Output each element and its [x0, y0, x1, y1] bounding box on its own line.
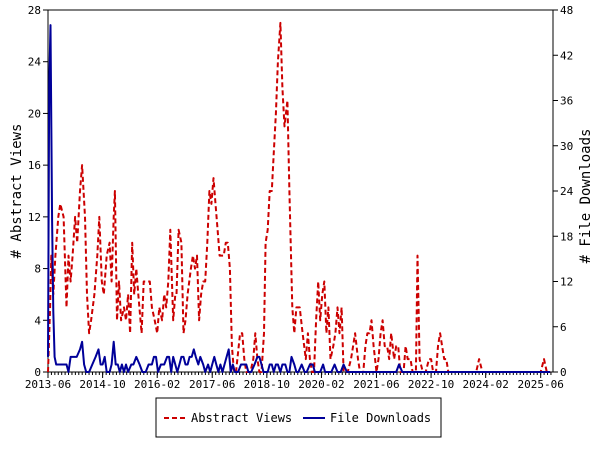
x-tick-label: 2022-10 [408, 378, 454, 391]
series-layer [47, 21, 551, 373]
y2-tick-label: 6 [560, 321, 567, 334]
y2-tick-label: 18 [560, 230, 573, 243]
y-tick-label: 0 [34, 366, 41, 379]
x-tick-label: 2018-10 [244, 378, 290, 391]
series-abstract-views [47, 21, 551, 373]
y-tick-label: 4 [34, 314, 41, 327]
y2-tick-label: 36 [560, 95, 573, 108]
y-axis-right: 0 6 12 18 24 30 36 42 48 [553, 4, 574, 379]
y-tick-label: 12 [28, 211, 41, 224]
y-axis-left: 0 4 8 12 16 20 24 28 [28, 4, 48, 379]
y2-tick-label: 0 [560, 366, 567, 379]
x-axis: 2013-06 2014-10 2016-02 2017-06 2018-10 2020-… [25, 372, 564, 391]
legend: Abstract Views File Downloads [155, 397, 442, 438]
y2-tick-label: 42 [560, 49, 573, 62]
y-tick-label: 20 [28, 107, 41, 120]
y2-tick-label: 24 [560, 185, 574, 198]
x-tick-label: 2024-02 [462, 378, 508, 391]
legend-label: File Downloads [330, 411, 431, 425]
plot-frame [47, 9, 554, 373]
y2-axis-title: # File Downloads [578, 129, 594, 264]
y-tick-label: 24 [28, 56, 42, 69]
y2-tick-label: 30 [560, 140, 573, 153]
y-tick-label: 16 [28, 159, 41, 172]
legend-box [155, 397, 442, 438]
x-tick-label: 2014-10 [79, 378, 125, 391]
y2-tick-label: 48 [560, 4, 573, 17]
legend-label: Abstract Views [191, 411, 292, 425]
y2-tick-label: 12 [560, 276, 573, 289]
x-tick-label: 2016-02 [134, 378, 180, 391]
y-tick-label: 28 [28, 4, 41, 17]
x-tick-label: 2013-06 [25, 378, 71, 391]
plot-area [47, 9, 554, 373]
y-axis-title: # Abstract Views [9, 124, 25, 259]
series-file-downloads [47, 24, 551, 373]
y-tick-label: 8 [34, 263, 41, 276]
x-tick-label: 2020-02 [298, 378, 344, 391]
x-tick-label: 2017-06 [189, 378, 235, 391]
x-tick-label: 2025-06 [518, 378, 564, 391]
x-tick-label: 2021-06 [353, 378, 399, 391]
